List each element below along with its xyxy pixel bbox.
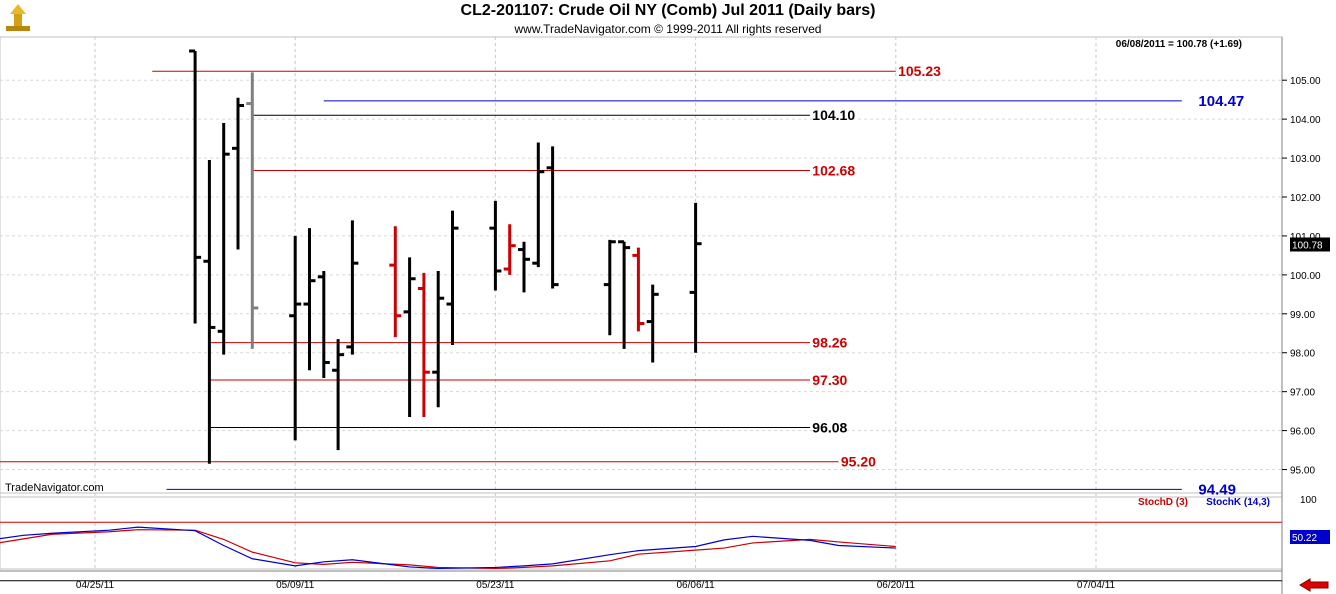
y-tick-label: 100.00 xyxy=(1290,271,1321,282)
ohlc-bars xyxy=(189,49,702,464)
price-axis: 95.00 96.00 97.00 98.00 99.00 100.00 101.00 102… xyxy=(1282,76,1330,477)
stoch-last-tag: 50.22 xyxy=(1292,533,1317,544)
ohlc-bar xyxy=(689,202,702,353)
x-tick-label: 06/06/11 xyxy=(677,580,716,591)
stoch-series-line xyxy=(0,526,896,570)
ohlc-bar xyxy=(189,49,202,324)
last-price-tag: 100.78 xyxy=(1292,240,1323,251)
copyright-subtitle: www.TradeNavigator.com © 1999-2011 All r… xyxy=(514,22,822,36)
watermark-text: TradeNavigator.com xyxy=(5,482,104,494)
last-price-tag-box xyxy=(1290,237,1330,252)
chart-grid xyxy=(0,36,1283,594)
ohlc-bar xyxy=(618,240,631,349)
ohlc-bar xyxy=(389,226,402,338)
stoch-legend-k: StochK (14,3) xyxy=(1206,497,1270,508)
y-tick-label: 101.00 xyxy=(1290,232,1321,243)
chart-title: CL2-201107: Crude Oil NY (Comb) Jul 2011… xyxy=(460,2,876,19)
level-label: 105.23 xyxy=(898,63,941,79)
y-tick-label: 102.00 xyxy=(1290,193,1321,204)
ohlc-bar xyxy=(217,123,230,355)
y-tick-label: 98.00 xyxy=(1290,349,1315,360)
y-tick-label: 99.00 xyxy=(1290,310,1315,321)
ohlc-bar xyxy=(432,270,445,408)
scroll-left-arrow-icon[interactable] xyxy=(1298,578,1330,592)
level-label: 96.08 xyxy=(812,419,847,435)
date-axis: 04/25/11 05/09/11 05/23/11 06/06/11 06/20/11… xyxy=(76,580,1116,591)
ohlc-bar xyxy=(403,257,416,417)
ohlc-bar xyxy=(489,200,502,291)
ohlc-bar xyxy=(446,210,459,345)
stochastic-panel: 100 StochD (3) StochK (14,3) 50.22 xyxy=(0,495,1330,582)
x-tick-label: 04/25/11 xyxy=(76,580,115,591)
level-label: 94.49 xyxy=(1198,481,1236,498)
y-tick-label: 105.00 xyxy=(1290,76,1321,87)
stoch-y-tick-label: 100 xyxy=(1300,495,1317,506)
y-tick-label: 95.00 xyxy=(1290,466,1315,477)
x-tick-label: 05/23/11 xyxy=(476,580,515,591)
ohlc-bar xyxy=(417,272,430,417)
y-tick-label: 96.00 xyxy=(1290,427,1315,438)
ohlc-bar xyxy=(532,142,545,268)
level-label: 102.68 xyxy=(812,163,855,179)
ohlc-bar xyxy=(332,339,345,451)
ohlc-bar xyxy=(246,72,259,349)
y-tick-label: 104.00 xyxy=(1290,115,1321,126)
y-tick-label: 97.00 xyxy=(1290,388,1315,399)
ohlc-bar xyxy=(317,270,330,379)
last-price-readout: 06/08/2011 = 100.78 (+1.69) xyxy=(1116,39,1242,50)
ohlc-bar xyxy=(203,160,216,464)
price-levels: 105.23 104.47 104.10 102.68 98.26 97.30 96.08 9… xyxy=(0,63,1244,498)
level-label: 104.47 xyxy=(1198,93,1244,110)
stoch-legend-d: StochD (3) xyxy=(1138,497,1188,508)
stoch-last-tag-box xyxy=(1290,530,1330,544)
ohlc-bar xyxy=(289,235,302,441)
ohlc-bar xyxy=(632,247,645,332)
x-tick-label: 05/09/11 xyxy=(276,580,315,591)
stoch-series-line xyxy=(0,529,896,570)
level-label: 104.10 xyxy=(812,107,855,123)
ohlc-bar xyxy=(603,239,616,336)
ohlc-bar xyxy=(546,146,559,289)
x-tick-label: 06/20/11 xyxy=(877,580,916,591)
level-label: 95.20 xyxy=(841,454,876,470)
ohlc-bar xyxy=(232,97,244,250)
ohlc-bar xyxy=(503,224,516,275)
level-label: 98.26 xyxy=(812,335,847,351)
ohlc-bar xyxy=(646,284,659,363)
level-label: 97.30 xyxy=(812,372,847,388)
y-tick-label: 103.00 xyxy=(1290,154,1321,165)
tradenavigator-logo-icon xyxy=(6,4,30,31)
ohlc-bar xyxy=(346,220,359,355)
ohlc-bar xyxy=(518,241,530,293)
ohlc-bar xyxy=(303,228,316,371)
x-tick-label: 07/04/11 xyxy=(1077,580,1116,591)
